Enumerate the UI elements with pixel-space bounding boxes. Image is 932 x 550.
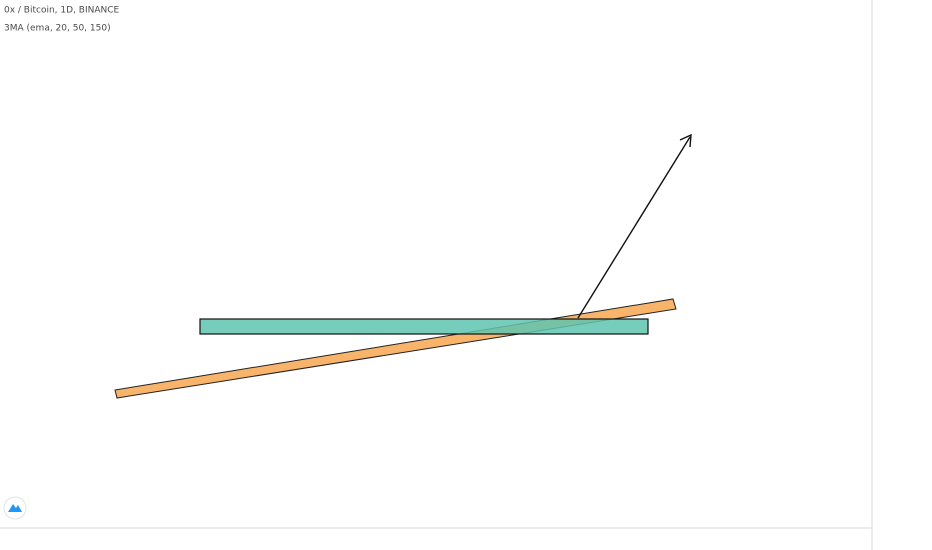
arrow-head [679,133,692,148]
trend-channel [114,298,677,399]
logo-mark [8,504,22,512]
support-zone [199,318,649,335]
projection-arrow [577,136,691,319]
indicator-label: 3MA (ema, 20, 50, 150) [4,24,111,34]
chart-title: 0x / Bitcoin, 1D, BINANCE [4,6,120,16]
